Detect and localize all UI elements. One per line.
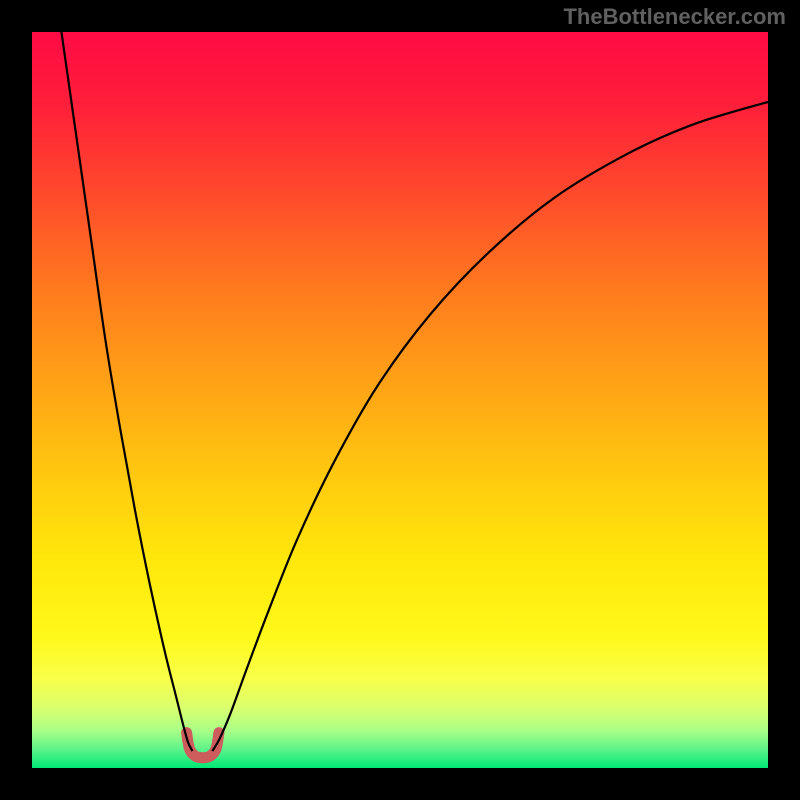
curve-left-branch <box>61 32 192 751</box>
plot-area <box>32 32 768 768</box>
watermark-text: TheBottlenecker.com <box>563 4 786 30</box>
curve-right-branch <box>212 102 768 751</box>
dip-marker <box>187 733 219 758</box>
plot-svg <box>32 32 768 768</box>
chart-frame: TheBottlenecker.com <box>0 0 800 800</box>
